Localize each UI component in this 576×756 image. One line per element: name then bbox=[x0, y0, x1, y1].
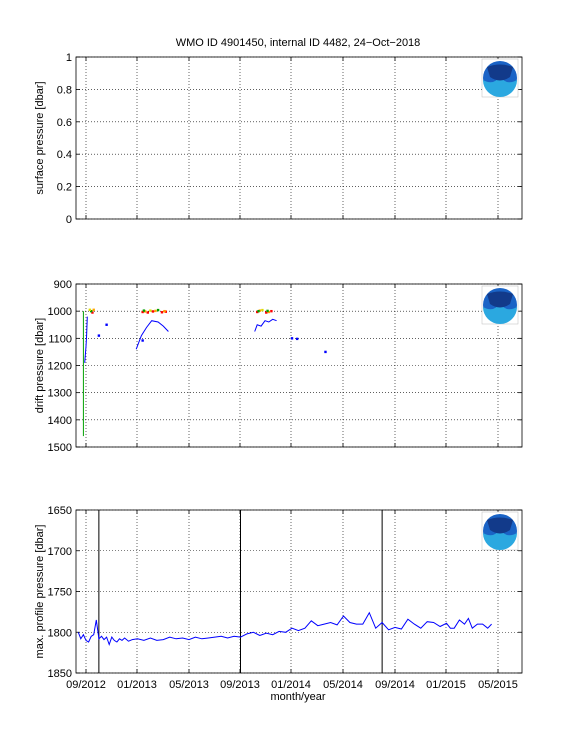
logo-gull bbox=[487, 517, 513, 534]
y-tick-label: 1700 bbox=[48, 546, 72, 558]
drift-point bbox=[256, 310, 259, 314]
drift-pressure-panel: 900 1000 1100 1200 1300 1400 1500 drift pressur… bbox=[34, 279, 523, 454]
drift-point bbox=[266, 309, 269, 313]
logo-gull bbox=[487, 64, 513, 81]
y-tick-label: 0.2 bbox=[57, 182, 72, 194]
drift-point bbox=[265, 311, 268, 314]
drift-point bbox=[141, 310, 144, 314]
logo-wave bbox=[483, 303, 517, 324]
y-tick-label: 0 bbox=[66, 214, 72, 226]
drift-segment bbox=[254, 318, 277, 332]
drift-point bbox=[270, 309, 273, 313]
y-tick-label: 900 bbox=[54, 279, 72, 291]
drift-point bbox=[105, 323, 108, 326]
y-tick-label: 1500 bbox=[48, 442, 72, 454]
y-axis-label: max. profile pressure [dbar] bbox=[34, 525, 46, 659]
axes-box bbox=[75, 56, 523, 220]
y-tick-label: 0.4 bbox=[57, 149, 72, 161]
x-axis-label: month/year bbox=[270, 691, 325, 703]
noaa-logo bbox=[481, 285, 519, 325]
drift-point bbox=[156, 308, 160, 312]
max-pressure-line bbox=[77, 611, 492, 647]
plot-area bbox=[77, 510, 492, 673]
x-tick-label: 01/2015 bbox=[426, 679, 466, 691]
drift-point bbox=[141, 339, 144, 342]
drift-point bbox=[261, 308, 264, 312]
y-tick-label: 1200 bbox=[48, 361, 72, 373]
x-tick-label: 09/2014 bbox=[375, 679, 415, 691]
drift-point bbox=[146, 311, 149, 314]
y-tick-label: 1 bbox=[66, 52, 72, 64]
drift-point bbox=[163, 309, 166, 313]
drift-point bbox=[267, 310, 271, 314]
drift-point bbox=[92, 308, 95, 312]
drift-point bbox=[97, 334, 101, 337]
drift-point bbox=[290, 337, 294, 340]
x-tick-label: 01/2014 bbox=[271, 679, 311, 691]
y-tick-label: 1800 bbox=[48, 627, 72, 639]
drift-point bbox=[257, 309, 260, 313]
logo-gull bbox=[487, 291, 513, 308]
noaa-logo bbox=[481, 511, 519, 551]
drift-segment bbox=[135, 320, 169, 350]
y-axis-label: surface pressure [dbar] bbox=[34, 81, 46, 194]
drift-point bbox=[154, 309, 157, 313]
drift-point bbox=[258, 309, 262, 312]
y-tick-label: 1100 bbox=[48, 333, 72, 345]
x-tick-label: 09/2012 bbox=[66, 679, 106, 691]
drift-point bbox=[151, 310, 155, 313]
y-tick-label: 0.8 bbox=[57, 84, 72, 96]
drift-point bbox=[89, 309, 93, 313]
logo-wave bbox=[483, 76, 517, 97]
x-tick-label: 05/2015 bbox=[478, 679, 518, 691]
y-tick-label: 1300 bbox=[48, 388, 72, 400]
x-tick-label: 01/2013 bbox=[117, 679, 157, 691]
y-tick-label: 1400 bbox=[48, 415, 72, 427]
y-tick-label: 1650 bbox=[48, 505, 72, 517]
drift-point bbox=[160, 311, 164, 314]
drift-point bbox=[91, 311, 94, 314]
drift-segment bbox=[84, 316, 88, 363]
y-tick-label: 1850 bbox=[48, 668, 72, 680]
drift-point bbox=[295, 337, 299, 341]
drift-point bbox=[149, 309, 152, 312]
drift-point bbox=[88, 308, 92, 312]
x-tick-label: 05/2013 bbox=[169, 679, 209, 691]
surface-pressure-panel: 0 0.2 0.4 0.6 0.8 1 surface pressure [dbar] bbox=[34, 52, 523, 226]
y-tick-label: 0.6 bbox=[57, 117, 72, 129]
logo-wave bbox=[483, 529, 517, 550]
drift-point bbox=[324, 350, 327, 354]
noaa-logo bbox=[481, 58, 519, 98]
y-tick-label: 1000 bbox=[48, 306, 72, 318]
x-tick-label: 09/2013 bbox=[220, 679, 260, 691]
drift-point bbox=[144, 310, 147, 313]
drift-point bbox=[164, 310, 168, 313]
plot-area bbox=[82, 308, 327, 437]
chart-title: WMO ID 4901450, internal ID 4482, 24−Oct… bbox=[176, 37, 421, 49]
y-axis-label: drift pressure [dbar] bbox=[34, 318, 46, 413]
y-tick-label: 1750 bbox=[48, 587, 72, 599]
drift-point bbox=[142, 309, 146, 312]
x-tick-label: 05/2014 bbox=[323, 679, 363, 691]
